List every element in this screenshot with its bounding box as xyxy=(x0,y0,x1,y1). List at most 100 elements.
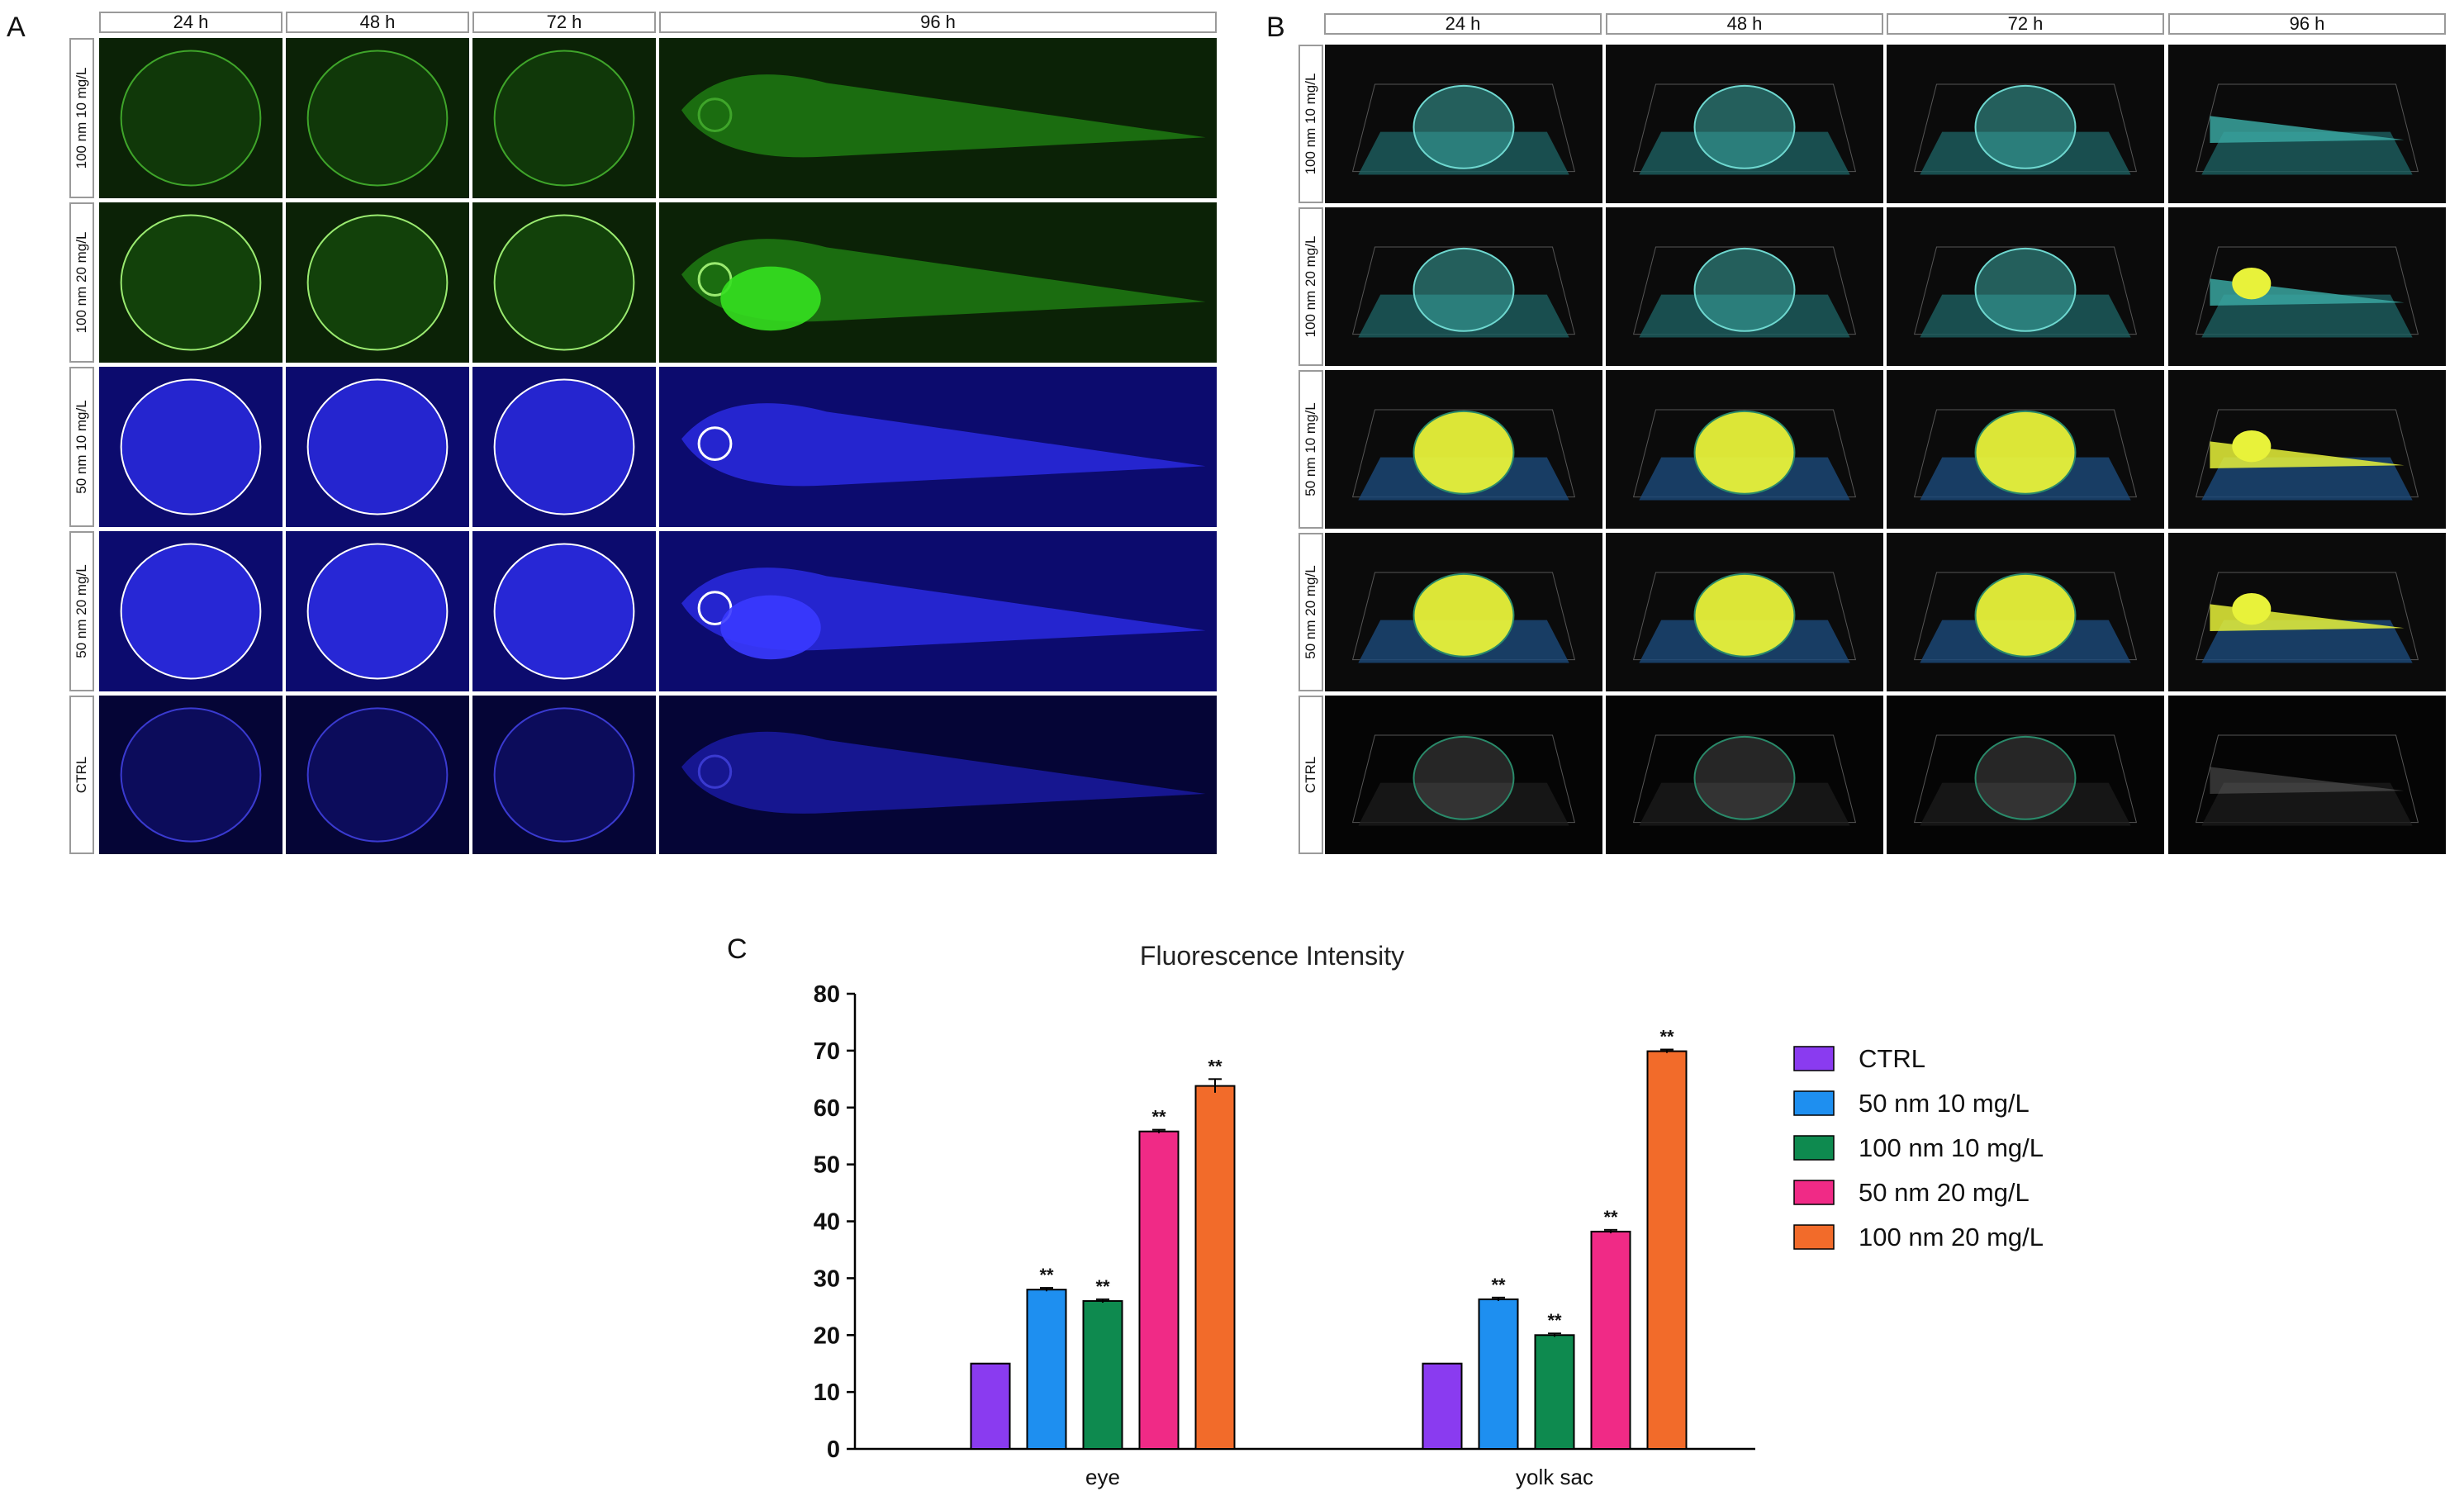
panel-a-image-r2-c3 xyxy=(472,202,656,363)
panel-b-image-r3-c1 xyxy=(1325,370,1602,529)
panel-b-image-r3-c2 xyxy=(1606,370,1883,529)
panel-a-row-label-2: 100 nm 20 mg/L xyxy=(69,202,94,363)
bar xyxy=(1646,1050,1688,1450)
panel-b-image-r1-c3 xyxy=(1887,45,2164,203)
panel-a-image-r2-c2 xyxy=(286,202,469,363)
panel-a-image-r1-c1 xyxy=(99,38,282,198)
x-tick-label: eye xyxy=(1085,1465,1120,1489)
panel-b-row-label-3: 50 nm 10 mg/L xyxy=(1298,370,1323,529)
bar xyxy=(1082,1299,1123,1451)
bar xyxy=(1138,1130,1180,1450)
panel-c-letter: C xyxy=(727,933,748,965)
panel-b-image-r4-c1 xyxy=(1325,533,1602,691)
legend-label: 100 nm 20 mg/L xyxy=(1859,1223,2044,1251)
y-tick-label: 30 xyxy=(814,1266,840,1292)
significance-label: ** xyxy=(1603,1207,1618,1228)
panel-b-header-24h: 24 h xyxy=(1324,13,1602,35)
panel-b-row-label-5: CTRL xyxy=(1298,696,1323,854)
panel-a-letter: A xyxy=(7,12,26,43)
panel-b-image-r3-c3 xyxy=(1887,370,2164,529)
panel-a-image-r4-c4 xyxy=(659,531,1217,691)
panel-a-image-r2-c1 xyxy=(99,202,282,363)
panel-b-image-r2-c2 xyxy=(1606,207,1883,366)
legend-swatch xyxy=(1793,1224,1835,1250)
bar xyxy=(1590,1230,1631,1450)
bar xyxy=(970,1362,1011,1450)
bar xyxy=(1534,1334,1575,1450)
legend-swatch xyxy=(1793,1135,1835,1161)
y-tick-label: 10 xyxy=(814,1380,840,1406)
panel-b-image-r2-c3 xyxy=(1887,207,2164,366)
y-tick-label: 60 xyxy=(814,1095,840,1122)
y-axis: 0 10 20 30 40 50 60 70 80 xyxy=(814,981,857,1463)
panel-a-row-label-5: CTRL xyxy=(69,696,94,854)
panel-a-image-r3-c2 xyxy=(286,367,469,527)
panel-a-image-r1-c2 xyxy=(286,38,469,198)
significance-label: ** xyxy=(1039,1265,1054,1285)
panel-b-image-r1-c4 xyxy=(2168,45,2446,203)
bar xyxy=(1194,1085,1236,1450)
panel-b-image-r4-c4 xyxy=(2168,533,2446,691)
panel-a-image-r5-c4 xyxy=(659,696,1217,854)
panel-a-image-r1-c4 xyxy=(659,38,1217,198)
x-axis: eye yolk sac xyxy=(855,1447,1755,1489)
legend-swatch xyxy=(1793,1046,1835,1071)
significance-label: ** xyxy=(1547,1310,1562,1331)
panel-a-image-r4-c1 xyxy=(99,531,282,691)
panel-b-row-label-4: 50 nm 20 mg/L xyxy=(1298,533,1323,691)
chart-title: Fluorescence Intensity xyxy=(1140,941,1404,971)
panel-b-header-96h: 96 h xyxy=(2168,13,2446,35)
panel-a-image-r2-c4 xyxy=(659,202,1217,363)
panel-a-row-label-1: 100 nm 10 mg/L xyxy=(69,38,94,198)
panel-a-header-48h: 48 h xyxy=(286,12,469,33)
panel-a-image-r3-c1 xyxy=(99,367,282,527)
significance-label: ** xyxy=(1659,1026,1674,1047)
y-tick-label: 20 xyxy=(814,1323,840,1349)
panel-b-image-r5-c4 xyxy=(2168,696,2446,854)
panel-a-image-r5-c2 xyxy=(286,696,469,854)
panel-a-header-72h: 72 h xyxy=(472,12,656,33)
panel-b-letter: B xyxy=(1266,12,1285,43)
panel-a-row-label-3: 50 nm 10 mg/L xyxy=(69,367,94,527)
panel-b-image-r2-c4 xyxy=(2168,207,2446,366)
panel-b-image-r5-c1 xyxy=(1325,696,1602,854)
panel-a-image-r4-c3 xyxy=(472,531,656,691)
panel-b-image-r3-c4 xyxy=(2168,370,2446,529)
panel-a-image-r1-c3 xyxy=(472,38,656,198)
panel-a-row-label-4: 50 nm 20 mg/L xyxy=(69,531,94,691)
bar xyxy=(1026,1289,1067,1451)
y-tick-label: 70 xyxy=(814,1038,840,1065)
bars: ** ** ** ** ** ** ** ** xyxy=(970,1026,1688,1451)
y-tick-label: 50 xyxy=(814,1152,840,1179)
panel-b-row-label-2: 100 nm 20 mg/L xyxy=(1298,207,1323,366)
panel-a-image-r3-c3 xyxy=(472,367,656,527)
panel-a-header-24h: 24 h xyxy=(99,12,282,33)
significance-label: ** xyxy=(1095,1276,1110,1297)
panel-a-header-96h: 96 h xyxy=(659,12,1217,33)
x-tick-label: yolk sac xyxy=(1516,1465,1593,1489)
legend-label: 50 nm 20 mg/L xyxy=(1859,1178,2030,1207)
panel-b-image-r1-c1 xyxy=(1325,45,1602,203)
y-tick-label: 40 xyxy=(814,1209,840,1236)
panel-b-image-r4-c2 xyxy=(1606,533,1883,691)
panel-a-image-r3-c4 xyxy=(659,367,1217,527)
y-tick-label: 80 xyxy=(814,981,840,1008)
bar xyxy=(1422,1362,1463,1450)
legend-label: 50 nm 10 mg/L xyxy=(1859,1089,2030,1118)
panel-b-header-48h: 48 h xyxy=(1606,13,1883,35)
significance-label: ** xyxy=(1151,1107,1166,1128)
panel-a-image-r4-c2 xyxy=(286,531,469,691)
panel-b-header-72h: 72 h xyxy=(1887,13,2164,35)
legend-swatch xyxy=(1793,1180,1835,1205)
panel-b-image-r4-c3 xyxy=(1887,533,2164,691)
panel-b-image-r1-c2 xyxy=(1606,45,1883,203)
bar xyxy=(1478,1298,1519,1451)
panel-b-image-r2-c1 xyxy=(1325,207,1602,366)
y-tick-label: 0 xyxy=(827,1437,840,1463)
legend: CTRL 50 nm 10 mg/L 100 nm 10 mg/L 50 nm 20 … xyxy=(1793,1044,2044,1251)
panel-b-image-r5-c3 xyxy=(1887,696,2164,854)
significance-label: ** xyxy=(1208,1056,1223,1076)
significance-label: ** xyxy=(1491,1275,1506,1295)
panel-b-row-label-1: 100 nm 10 mg/L xyxy=(1298,45,1323,203)
